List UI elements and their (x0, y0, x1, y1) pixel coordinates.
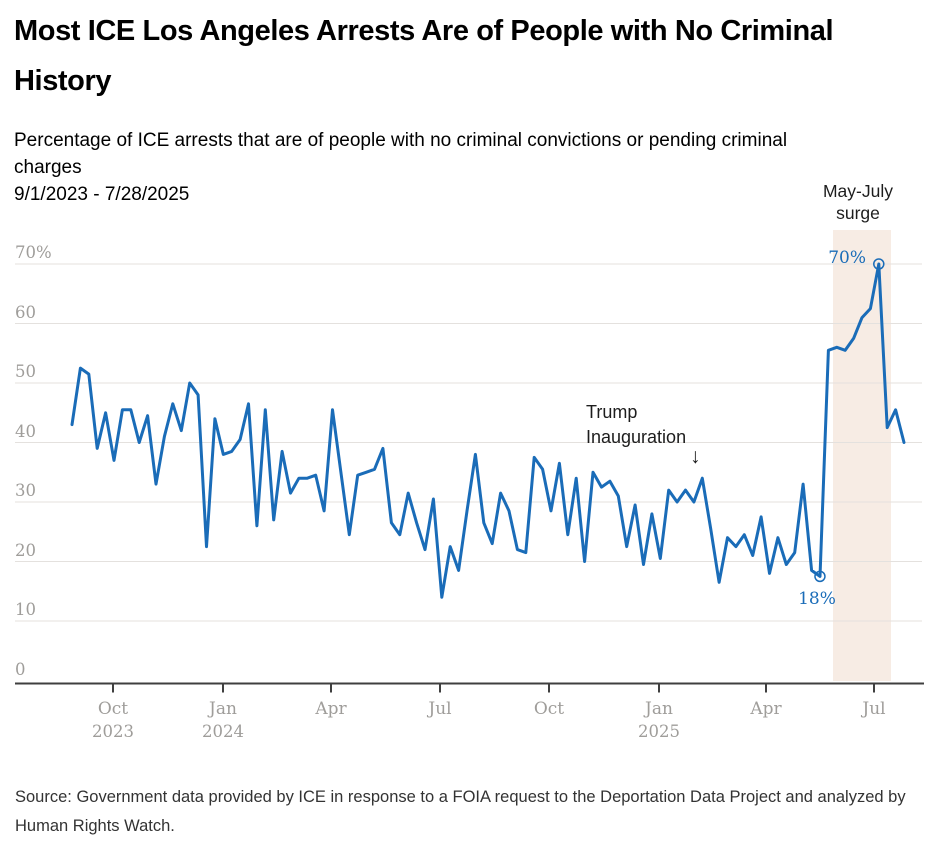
peak-value-label: 70% (828, 248, 866, 268)
x-axis-label: Apr (315, 699, 347, 719)
y-axis-label: 70% (15, 243, 52, 262)
y-axis-label: 50 (15, 362, 36, 381)
x-axis-year-label: 2024 (202, 722, 244, 741)
source-note: Source: Government data provided by ICE … (15, 783, 923, 841)
low-value-label: 18% (798, 589, 836, 609)
x-axis-year-label: 2023 (92, 722, 134, 741)
y-axis-label: 10 (15, 600, 36, 619)
source-line-1: Source: Government data provided by ICE … (15, 788, 906, 806)
x-axis-label: Jan (209, 699, 237, 719)
page-title: Most ICE Los Angeles Arrests Are of Peop… (14, 6, 924, 106)
surge-band (833, 230, 891, 681)
source-line-2: Human Rights Watch. (15, 817, 175, 835)
point-marker-ring (873, 258, 885, 270)
y-axis-label: 30 (15, 481, 36, 500)
x-axis-label: Oct (533, 699, 565, 719)
x-axis-label: Apr (750, 699, 782, 719)
surge-annotation-line-2: surge (836, 203, 880, 223)
down-arrow-icon: ↓ (690, 445, 701, 468)
x-axis-label: Oct (97, 699, 129, 719)
subtitle-line-2: charges (14, 157, 82, 178)
inauguration-annotation: Trump Inauguration (586, 400, 746, 450)
surge-annotation: May-July surge (808, 180, 908, 224)
y-axis-label: 40 (15, 421, 36, 441)
x-axis-label: Jul (428, 699, 452, 719)
chart-subtitle: Percentage of ICE arrests that are of pe… (14, 127, 926, 181)
x-axis-label: Jan (645, 699, 673, 719)
title-line-1: Most ICE Los Angeles Arrests Are of Peop… (14, 15, 834, 47)
date-range: 9/1/2023 - 7/28/2025 (14, 184, 190, 205)
y-axis-label: 0 (15, 659, 26, 679)
y-axis-label: 20 (15, 540, 36, 560)
title-line-2: History (14, 65, 112, 97)
data-line (70, 262, 906, 599)
y-axis-label: 60 (15, 302, 36, 322)
surge-annotation-line-1: May-July (822, 181, 893, 201)
subtitle-line-1: Percentage of ICE arrests that are of pe… (14, 130, 788, 151)
inauguration-annotation-line-2: Inauguration (586, 427, 687, 447)
x-axis-year-label: 2025 (638, 722, 680, 741)
x-axis-label: Jul (862, 699, 886, 719)
point-marker-ring (814, 570, 826, 583)
inauguration-annotation-line-1: Trump (586, 402, 638, 422)
